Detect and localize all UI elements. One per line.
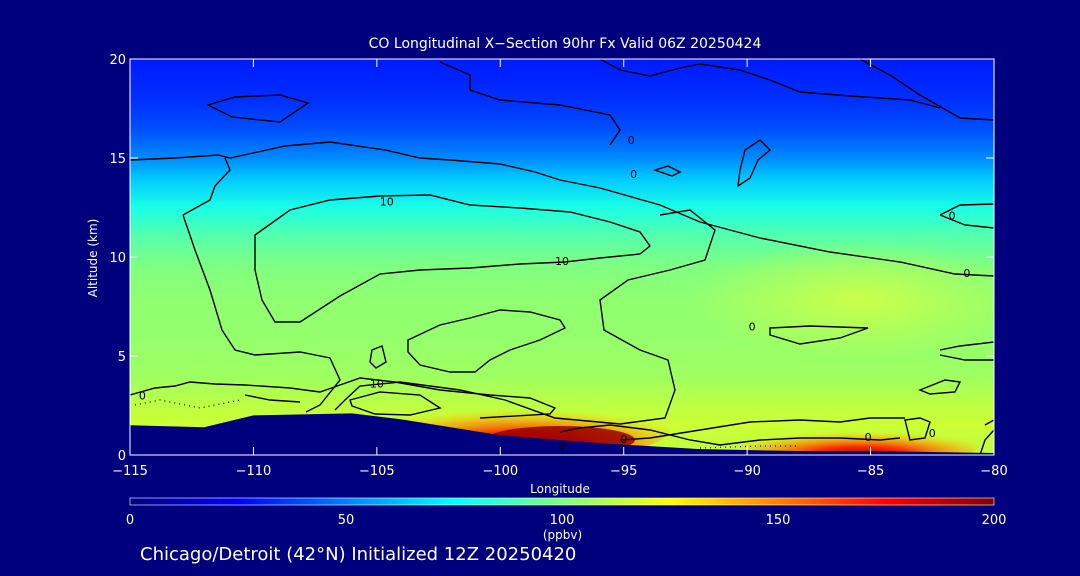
contour-line [939,354,994,361]
x-tick-label: −95 [610,464,637,479]
plot-area: 10 10 10 0 0 0 0 0 0 0 0 0 0 [130,59,994,455]
colorbar-unit: (ppbv) [542,528,583,542]
contour-line [130,141,994,277]
y-tick-label: 0 [118,449,126,464]
contour-line [599,59,941,109]
x-tick-label: −115 [112,464,148,479]
contour-label: 0 [630,168,637,181]
mid-level-yellow-region [690,240,994,360]
y-axis-label: Altitude (km) [86,218,100,298]
contour-label: 0 [963,267,970,280]
contour-line [619,417,905,441]
contour-line [130,377,557,419]
colorbar [130,498,994,505]
colorbar-frame [129,497,995,506]
contour-line [206,94,310,123]
contour-line-dotted [134,399,241,409]
contour-line [349,391,442,416]
contour-line [254,194,651,323]
contour-line [559,424,901,446]
colorbar-tick-label: 50 [338,513,355,528]
terrain-mask [130,413,994,455]
chart-title: CO Longitudinal X−Section 90hr Fx Valid … [368,36,762,52]
colorbar-tick-label: 0 [126,513,134,528]
contour-label: 0 [620,433,627,446]
contour-label: 10 [380,196,394,209]
x-tick-label: −85 [857,464,884,479]
plume-core-east [740,425,980,455]
contour-label: 10 [370,378,384,391]
contour-line [182,157,231,216]
contour-line [984,419,994,426]
contour-label: 0 [139,390,146,403]
y-tick-label: 20 [109,53,126,68]
contour-label: 0 [865,431,872,444]
colorbar-tick-label: 100 [550,513,575,528]
contour-line [939,203,994,216]
x-tick-label: −110 [236,464,272,479]
chart-subtitle: Chicago/Detroit (42°N) Initialized 12Z 2… [140,544,577,565]
x-axis-label: Longitude [530,482,590,496]
contour-label: 0 [929,427,936,440]
y-tick-label: 5 [118,350,126,365]
contour-line [334,209,716,425]
contour-lines [130,59,994,455]
contour-label: 0 [559,439,566,452]
contour-label: 0 [949,209,956,222]
colorbar-tick-label: 200 [982,513,1007,528]
contour-line [652,165,682,177]
contour-label: 0 [749,320,756,333]
contour-line [939,214,994,229]
x-tick-label: −90 [733,464,760,479]
contour-line [939,341,994,351]
contour-line [369,345,387,369]
y-tick-label: 15 [109,152,126,167]
contour-line [769,325,869,345]
contour-line [918,379,962,395]
x-tick-label: −80 [980,464,1007,479]
contour-label: 0 [628,134,635,147]
contour-line [407,309,567,373]
y-tick-label: 10 [109,251,126,266]
colorbar-tick-label: 150 [766,513,791,528]
contour-line [439,61,621,146]
contour-line [182,214,341,413]
contour-line [244,394,301,403]
contour-label: 10 [555,255,569,268]
x-tick-label: −100 [482,464,518,479]
contour-labels: 10 10 10 0 0 0 0 0 0 0 0 0 0 [139,134,971,452]
contour-line [904,417,931,441]
contour-line [859,59,994,121]
contour-line-dotted [699,445,800,449]
contour-line [737,139,772,188]
contour-line [979,429,994,455]
x-tick-label: −105 [359,464,395,479]
